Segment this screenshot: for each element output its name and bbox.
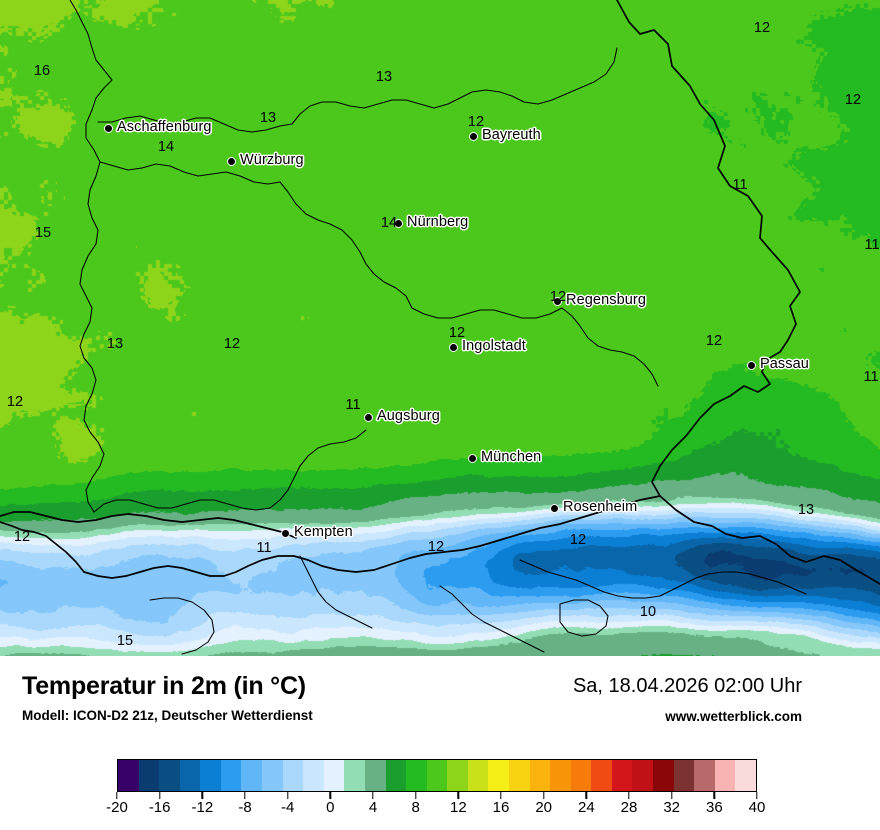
colorbar-swatch	[159, 760, 180, 791]
state-border-path	[299, 555, 373, 629]
colorbar-swatch	[179, 760, 201, 791]
colorbar-swatch	[714, 760, 736, 791]
colorbar-tick	[628, 792, 630, 799]
national-border-path	[616, 0, 880, 585]
colorbar-swatch	[241, 760, 263, 791]
state-border-path	[439, 585, 545, 653]
colorbar-swatches[interactable]	[117, 759, 757, 792]
state-border-path	[85, 97, 101, 245]
colorbar-tick	[457, 792, 460, 799]
model-subtitle: Modell: ICON-D2 21z, Deutscher Wetterdie…	[22, 708, 313, 723]
colorbar-swatch	[200, 760, 221, 791]
state-border-path	[411, 307, 563, 319]
page-title: Temperatur in 2m (in °C)	[22, 672, 306, 700]
colorbar-swatch	[323, 760, 345, 791]
colorbar-swatch	[385, 760, 407, 791]
state-border-path	[519, 559, 661, 599]
colorbar-swatch	[118, 760, 139, 791]
national-border-path	[0, 521, 85, 573]
colorbar-swatch	[653, 760, 674, 791]
colorbar-tick-label: 16	[492, 799, 510, 816]
colorbar-tick	[244, 792, 246, 799]
colorbar-swatch	[467, 760, 489, 791]
colorbar-tick	[201, 792, 204, 799]
national-border-path	[83, 495, 661, 579]
colorbar-tick	[670, 792, 673, 799]
state-border-path	[69, 0, 113, 99]
colorbar-tick-label: 32	[663, 799, 680, 816]
state-border-path	[97, 115, 293, 133]
colorbar-tick-label: 40	[748, 799, 766, 816]
colorbar-swatch	[591, 760, 612, 791]
colorbar-swatch	[303, 760, 324, 791]
state-border-path	[93, 499, 271, 513]
colorbar-swatch	[735, 760, 756, 791]
colorbar-tick	[414, 792, 417, 799]
colorbar-tick-label: -4	[280, 799, 295, 816]
state-border-path	[279, 181, 413, 309]
national-border-path	[0, 511, 297, 539]
colorbar-swatch	[529, 760, 551, 791]
colorbar-tick-label: -16	[148, 799, 171, 816]
map-borders-overlay	[0, 0, 880, 655]
colorbar-tick-label: -12	[191, 799, 214, 816]
colorbar-swatch	[488, 760, 509, 791]
state-border-path	[659, 571, 807, 597]
colorbar-tick	[158, 792, 161, 799]
colorbar-swatch	[406, 760, 427, 791]
colorbar-swatch	[570, 760, 592, 791]
state-border-path	[559, 599, 609, 637]
colorbar-tick	[116, 792, 118, 799]
colorbar-tick-label: 28	[620, 799, 638, 816]
colorbar-tick-label: 12	[449, 799, 467, 816]
colorbar-tick	[500, 792, 502, 799]
colorbar-tick	[713, 792, 716, 799]
colorbar-tick	[372, 792, 374, 799]
colorbar-swatch	[673, 760, 695, 791]
colorbar-tick-label: 0	[326, 799, 335, 816]
colorbar-swatch	[138, 760, 160, 791]
temperature-map[interactable]: Aschaffenburg Würzburg Bayreuth Nürnberg Reg…	[0, 0, 880, 656]
colorbar-tick-label: 20	[535, 799, 552, 816]
colorbar-tick-label: 4	[368, 799, 378, 816]
colorbar-tick	[329, 792, 332, 799]
colorbar-swatch	[447, 760, 468, 791]
colorbar-swatch	[632, 760, 654, 791]
colorbar-swatch	[611, 760, 633, 791]
colorbar-tick-label: -20	[106, 799, 128, 816]
state-border-path	[79, 243, 105, 513]
state-border-path	[149, 597, 215, 655]
state-border-path	[269, 429, 367, 509]
state-border-path	[561, 307, 659, 387]
state-border-path	[99, 161, 281, 185]
colorbar-swatch	[220, 760, 242, 791]
colorbar-ticks	[116, 792, 758, 800]
colorbar-swatch	[364, 760, 386, 791]
colorbar-legend[interactable]: -20 -16 -12 -8 -4 0 4 8 12 16 20 24 28 32 36 40	[106, 759, 765, 829]
colorbar-tick-label: -8	[238, 799, 252, 816]
colorbar-swatch	[508, 760, 530, 791]
website-label: www.wetterblick.com	[665, 709, 802, 724]
colorbar-tick	[756, 792, 758, 799]
colorbar-swatch	[426, 760, 448, 791]
colorbar-tick-label: 8	[411, 799, 420, 816]
valid-time: Sa, 18.04.2026 02:00 Uhr	[572, 675, 802, 697]
colorbar-swatch	[282, 760, 304, 791]
colorbar-swatch	[262, 760, 283, 791]
colorbar-tick-labels: -20 -16 -12 -8 -4 0 4 8 12 16 20 24 28 32 36 40	[106, 799, 765, 825]
colorbar-swatch	[550, 760, 571, 791]
colorbar-swatch	[344, 760, 365, 791]
temperature-raster	[0, 0, 880, 656]
colorbar-tick-label: 36	[705, 799, 723, 816]
colorbar-tick	[286, 792, 289, 799]
colorbar-tick	[585, 792, 588, 799]
map-footer: Temperatur in 2m (in °C) Modell: ICON-D2…	[0, 656, 880, 830]
state-border-path	[291, 47, 618, 125]
colorbar-tick-label: 24	[577, 799, 595, 816]
colorbar-swatch	[694, 760, 715, 791]
colorbar-tick	[542, 792, 545, 799]
